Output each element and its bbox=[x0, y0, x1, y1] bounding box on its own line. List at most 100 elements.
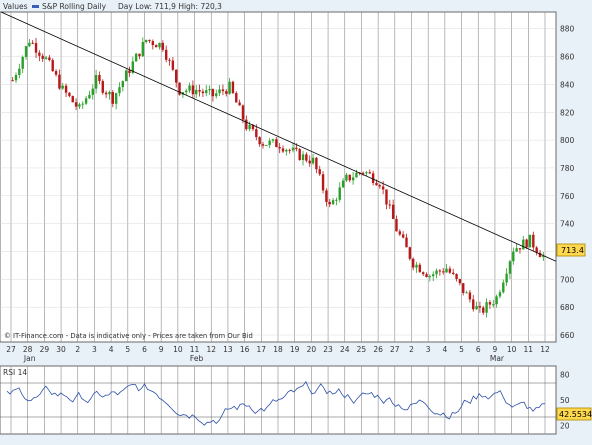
candle-body bbox=[205, 90, 208, 94]
candle-body bbox=[151, 41, 155, 46]
candle-body bbox=[108, 92, 111, 95]
rsi-value-label: 42.5534 bbox=[559, 410, 592, 419]
candle-body bbox=[315, 157, 318, 170]
candle-body bbox=[278, 147, 281, 149]
candle-body bbox=[351, 177, 355, 181]
candle-body bbox=[261, 144, 265, 146]
candle-body bbox=[365, 172, 368, 174]
candle-body bbox=[211, 88, 215, 97]
x-tick-label: 25 bbox=[357, 345, 367, 354]
candle-body bbox=[298, 149, 301, 161]
candle-body bbox=[215, 93, 218, 97]
month-label: Jan bbox=[23, 354, 36, 363]
candle-body bbox=[331, 200, 335, 205]
price-grid bbox=[0, 12, 556, 342]
candle-body bbox=[431, 274, 435, 277]
x-tick-label: 11 bbox=[190, 345, 200, 354]
candle-body bbox=[235, 93, 238, 103]
candle-body bbox=[341, 180, 345, 188]
candle-body bbox=[275, 139, 278, 148]
price-y-tick-label: 660 bbox=[560, 331, 575, 340]
candle-body bbox=[378, 185, 381, 187]
x-tick-label: 17 bbox=[257, 345, 267, 354]
candle-body bbox=[502, 282, 505, 293]
candle-body bbox=[361, 172, 365, 174]
series-marker-icon bbox=[32, 5, 39, 8]
x-tick-label: 3 bbox=[426, 345, 431, 354]
candle-body bbox=[475, 306, 478, 310]
candle-body bbox=[21, 56, 24, 69]
x-tick-label: 13 bbox=[223, 345, 233, 354]
candle-body bbox=[495, 296, 498, 305]
candle-body bbox=[415, 264, 418, 268]
candle-body bbox=[98, 75, 101, 82]
candle-body bbox=[228, 81, 231, 94]
candle-body bbox=[538, 252, 542, 258]
candle-body bbox=[54, 71, 58, 75]
x-tick-label: 5 bbox=[125, 345, 130, 354]
candle-body bbox=[245, 119, 248, 130]
candle-body bbox=[24, 46, 28, 57]
candle-body bbox=[131, 61, 135, 73]
candle-body bbox=[452, 272, 455, 274]
trendline bbox=[0, 11, 557, 262]
x-tick-label: 5 bbox=[459, 345, 464, 354]
price-y-tick-label: 700 bbox=[560, 275, 575, 284]
x-tick-label: 4 bbox=[442, 345, 447, 354]
candle-body bbox=[158, 42, 161, 48]
candle-body bbox=[535, 247, 538, 253]
candle-body bbox=[335, 199, 338, 201]
candle-body bbox=[124, 70, 128, 82]
candle-body bbox=[311, 157, 315, 164]
day-range-label: Day Low: 711,9 High: 720,3 bbox=[118, 2, 222, 11]
price-y-tick-label: 820 bbox=[560, 108, 575, 117]
x-tick-label: 3 bbox=[92, 345, 97, 354]
x-tick-label: 16 bbox=[240, 345, 250, 354]
x-tick-label: 12 bbox=[540, 345, 550, 354]
candle-body bbox=[435, 270, 438, 275]
candle-body bbox=[291, 147, 295, 151]
candle-body bbox=[48, 57, 51, 61]
candle-body bbox=[515, 248, 518, 252]
candle-body bbox=[468, 292, 472, 300]
candle-body bbox=[225, 91, 228, 94]
price-y-ticks: 660680700720740760780800820840860880 bbox=[560, 25, 575, 340]
candle-body bbox=[121, 81, 125, 88]
candle-body bbox=[462, 283, 465, 293]
candle-body bbox=[328, 201, 331, 205]
rsi-y-ticks: 20 50 80 bbox=[560, 371, 570, 431]
candle-body bbox=[148, 39, 151, 42]
candle-body bbox=[188, 85, 191, 91]
footer-note: © IT-Finance.com - Data is indicative on… bbox=[4, 332, 253, 340]
candle-body bbox=[458, 279, 462, 284]
price-y-tick-label: 800 bbox=[560, 136, 575, 145]
candle-body bbox=[71, 96, 74, 103]
candle-body bbox=[288, 149, 291, 151]
candle-body bbox=[144, 39, 148, 43]
candle-body bbox=[195, 89, 198, 95]
x-tick-label: 6 bbox=[476, 345, 481, 354]
candle-body bbox=[438, 270, 442, 272]
candle-body bbox=[492, 304, 495, 306]
candle-body bbox=[118, 87, 121, 94]
candle-body bbox=[84, 98, 88, 104]
candle-body bbox=[482, 307, 485, 313]
price-y-tick-label: 880 bbox=[560, 25, 575, 34]
candle-body bbox=[525, 239, 528, 248]
candle-body bbox=[281, 148, 285, 152]
candle-body bbox=[411, 258, 415, 268]
candle-body bbox=[28, 42, 31, 47]
candle-body bbox=[528, 234, 532, 248]
price-y-tick-label: 780 bbox=[560, 164, 575, 173]
candle-body bbox=[338, 187, 341, 200]
rsi-line bbox=[6, 380, 546, 426]
x-axis: 27 28 29 30 2 3 4 5 6 9 10 11 12 13 16 17 18 19 20 23 24 25 26… bbox=[6, 345, 550, 354]
candle-body bbox=[218, 89, 221, 94]
rsi-label: RSI 14 bbox=[3, 368, 27, 377]
candle-body bbox=[271, 139, 275, 141]
candle-body bbox=[241, 105, 245, 120]
candle-body bbox=[472, 299, 475, 310]
candle-body bbox=[238, 102, 241, 106]
candle-body bbox=[208, 88, 211, 91]
